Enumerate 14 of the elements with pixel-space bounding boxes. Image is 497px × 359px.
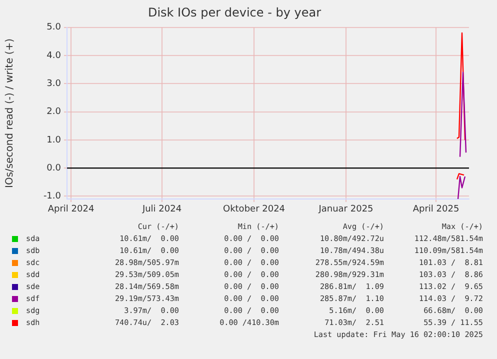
y-tick-label: 5.0: [46, 22, 62, 33]
x-tick-label: Januar 2025: [318, 204, 374, 215]
chart-title: Disk IOs per device - by year: [148, 5, 322, 20]
y-tick-label: 3.0: [46, 79, 62, 90]
x-tick-label: April 2024: [48, 204, 94, 215]
y-tick-label: -1.0: [43, 192, 62, 202]
x-tick-label: April 2025: [412, 204, 460, 215]
y-tick-label: 0.0: [46, 163, 62, 174]
y-tick-label: 4.0: [46, 50, 62, 61]
y-tick-label: 2.0: [46, 107, 62, 118]
y-tick-label: 1.0: [46, 135, 62, 146]
y-axis-title: IOs/second read (-) / write (+): [4, 38, 16, 188]
x-tick-label: Juli 2024: [141, 204, 182, 215]
x-tick-label: Oktober 2024: [222, 204, 286, 215]
